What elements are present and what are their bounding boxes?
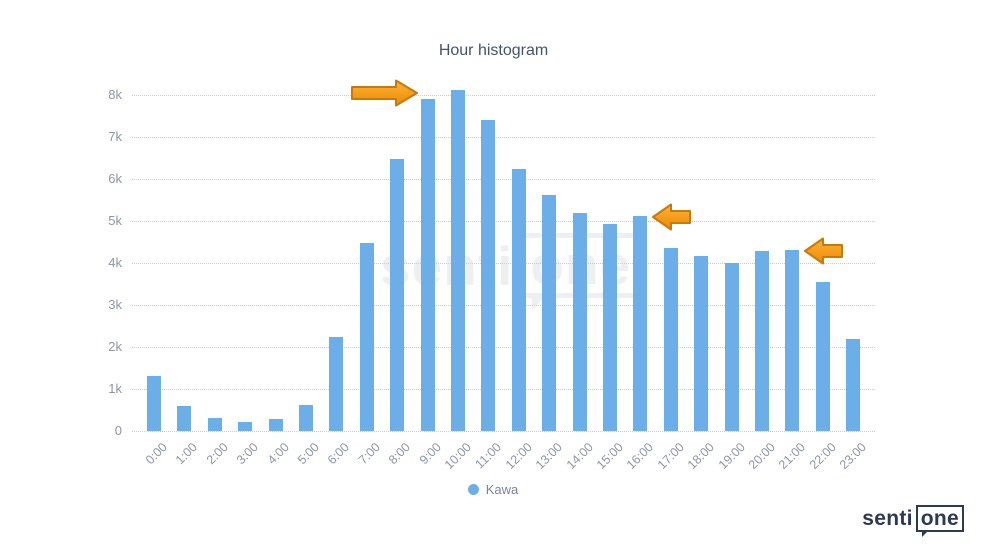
y-axis-tick-label: 8k	[108, 87, 122, 102]
bar-900[interactable]	[420, 99, 435, 431]
bar-2100[interactable]	[785, 250, 800, 431]
y-gridline	[132, 305, 875, 306]
y-gridline	[132, 137, 875, 138]
bar-700[interactable]	[359, 243, 374, 431]
bar-000[interactable]	[147, 376, 161, 431]
bar-600[interactable]	[329, 337, 344, 431]
left-arrow-annotation	[804, 237, 844, 265]
y-gridline	[132, 221, 875, 222]
bar-1100[interactable]	[481, 120, 496, 431]
bar-2300[interactable]	[846, 339, 861, 431]
y-axis-tick-label: 2k	[108, 339, 122, 354]
y-gridline	[132, 263, 875, 264]
bar-200[interactable]	[207, 418, 222, 431]
logo-text: senti	[862, 506, 913, 530]
y-axis-tick-label: 6k	[108, 171, 122, 186]
y-axis-tick-label: 0	[114, 423, 122, 438]
bar-2200[interactable]	[815, 281, 830, 431]
bar-1000[interactable]	[451, 89, 465, 431]
y-axis-tick-label: 4k	[108, 255, 122, 270]
bar-1900[interactable]	[724, 262, 739, 431]
legend[interactable]: Kawa	[0, 482, 986, 497]
y-axis-tick-label: 5k	[108, 213, 122, 228]
y-gridline	[132, 179, 875, 180]
y-axis-tick-label: 7k	[108, 129, 122, 144]
right-arrow-annotation	[350, 79, 418, 107]
bar-1300[interactable]	[542, 195, 557, 431]
y-axis-tick-label: 1k	[108, 381, 122, 396]
bar-1200[interactable]	[511, 169, 526, 431]
bar-1500[interactable]	[603, 223, 617, 431]
bar-1800[interactable]	[694, 255, 709, 431]
chart-title: Hour histogram	[438, 42, 549, 59]
y-gridline	[132, 347, 875, 348]
bar-1700[interactable]	[663, 248, 678, 431]
bar-2000[interactable]	[755, 250, 769, 431]
y-gridline	[132, 389, 875, 390]
y-gridline	[132, 431, 875, 432]
y-gridline	[132, 95, 875, 96]
bar-1400[interactable]	[572, 213, 587, 431]
bar-800[interactable]	[390, 159, 405, 431]
y-axis-tick-label: 3k	[108, 297, 122, 312]
bar-400[interactable]	[268, 418, 283, 431]
bar-300[interactable]	[238, 421, 253, 431]
logo-boxed-text: one	[915, 505, 964, 538]
left-arrow-annotation	[652, 203, 692, 231]
legend-marker-dot	[467, 484, 479, 495]
bar-1600[interactable]	[633, 216, 648, 431]
bar-500[interactable]	[299, 404, 313, 431]
bar-100[interactable]	[177, 405, 192, 431]
legend-series-label: Kawa	[485, 482, 519, 497]
sentione-logo: senti one	[862, 505, 964, 538]
